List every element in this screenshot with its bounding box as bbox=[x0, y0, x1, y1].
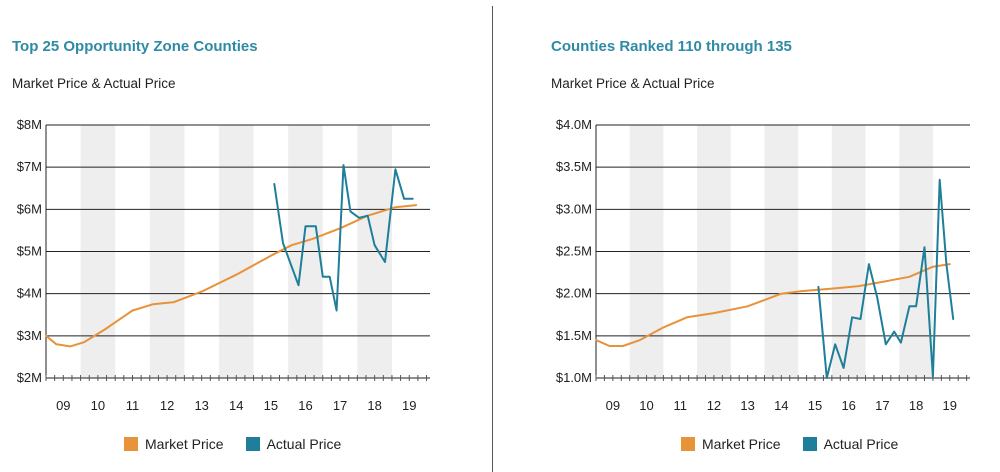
chart-legend: Market Price Actual Price bbox=[681, 436, 898, 452]
y-tick-label: $2.5M bbox=[556, 244, 592, 259]
series-line-market-price bbox=[595, 263, 951, 347]
y-tick-label: $3.5M bbox=[556, 159, 592, 174]
x-tick-label: 15 bbox=[264, 398, 278, 413]
y-tick-label: $6M bbox=[17, 201, 42, 216]
series-line-actual-price bbox=[817, 178, 955, 379]
x-tick-label: 11 bbox=[673, 398, 687, 413]
y-tick-label: $2M bbox=[17, 370, 42, 385]
legend-swatch-market bbox=[124, 437, 138, 451]
y-tick-label: $4M bbox=[17, 286, 42, 301]
x-tick-label: 15 bbox=[808, 398, 822, 413]
y-tick-label: $3.0M bbox=[556, 201, 592, 216]
y-tick-label: $8M bbox=[17, 117, 42, 132]
x-tick-label: 13 bbox=[194, 398, 208, 413]
legend-swatch-market bbox=[681, 437, 695, 451]
legend-swatch-actual bbox=[802, 437, 817, 451]
y-tick-label: $4.0M bbox=[556, 117, 592, 132]
legend-label-actual: Actual Price bbox=[266, 436, 342, 452]
y-tick-label: $5M bbox=[17, 244, 42, 259]
x-tick-label: 16 bbox=[841, 398, 855, 413]
x-tick-label: 16 bbox=[298, 398, 312, 413]
y-tick-label: $1.0M bbox=[556, 370, 592, 385]
legend-swatch-actual bbox=[245, 437, 260, 451]
y-tick-label: $1.5M bbox=[556, 328, 592, 343]
x-tick-label: 10 bbox=[639, 398, 653, 413]
x-tick-label: 18 bbox=[367, 398, 381, 413]
series-line-actual-price bbox=[273, 164, 414, 312]
chart-subtitle: Market Price & Actual Price bbox=[12, 76, 176, 91]
x-tick-label: 10 bbox=[91, 398, 105, 413]
legend-item-actual-price: Actual Price bbox=[245, 436, 342, 452]
chart-subtitle: Market Price & Actual Price bbox=[551, 76, 715, 91]
x-tick-label: 12 bbox=[707, 398, 721, 413]
x-tick-label: 12 bbox=[160, 398, 174, 413]
y-tick-label: $3M bbox=[17, 328, 42, 343]
series-line-market-price bbox=[45, 204, 418, 348]
chart-panel-right: Counties Ranked 110 through 135 Market P… bbox=[495, 0, 995, 472]
x-tick-label: 09 bbox=[606, 398, 620, 413]
legend-item-market-price: Market Price bbox=[681, 436, 781, 452]
x-tick-label: 11 bbox=[126, 398, 140, 413]
x-tick-label: 14 bbox=[774, 398, 788, 413]
chart-panel-left: Top 25 Opportunity Zone Counties Market … bbox=[12, 38, 430, 452]
y-tick-label: $2.0M bbox=[556, 286, 592, 301]
y-tick-label: $7M bbox=[17, 159, 42, 174]
legend-item-market-price: Market Price bbox=[124, 436, 224, 452]
x-tick-label: 19 bbox=[402, 398, 416, 413]
legend-label-market: Market Price bbox=[145, 436, 224, 452]
x-tick-label: 17 bbox=[333, 398, 347, 413]
panel-divider bbox=[492, 6, 493, 472]
legend-item-actual-price: Actual Price bbox=[802, 436, 899, 452]
x-tick-label: 18 bbox=[909, 398, 923, 413]
chart-plot-area: $2M $3M $4M $5M $6M $7M $8M 09 10 11 12 13 14 15 16 17 1… bbox=[17, 117, 430, 413]
x-tick-label: 14 bbox=[229, 398, 243, 413]
legend-label-actual: Actual Price bbox=[823, 436, 899, 452]
x-tick-label: 09 bbox=[56, 398, 70, 413]
chart-title: Top 25 Opportunity Zone Counties bbox=[12, 38, 258, 55]
legend-label-market: Market Price bbox=[702, 436, 781, 452]
x-tick-label: 17 bbox=[875, 398, 889, 413]
x-tick-label: 19 bbox=[943, 398, 957, 413]
chart-plot-area: $1.0M $1.5M $2.0M $2.5M $3.0M $3.5M $4.0M 09 10 1… bbox=[556, 117, 970, 413]
chart-title: Counties Ranked 110 through 135 bbox=[551, 38, 792, 55]
x-tick-label: 13 bbox=[740, 398, 754, 413]
chart-legend: Market Price Actual Price bbox=[124, 436, 341, 452]
